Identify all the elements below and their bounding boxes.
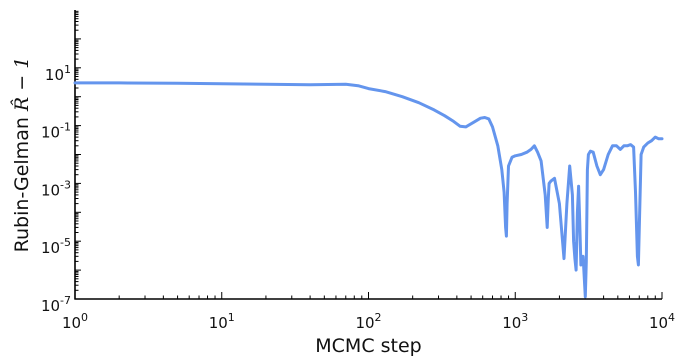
y-tick-label: 10-3 <box>41 178 71 199</box>
axes <box>74 10 663 300</box>
x-tick-label: 102 <box>355 311 381 332</box>
x-tick-label: 103 <box>502 311 528 332</box>
x-axis-title: MCMC step <box>315 335 421 357</box>
y-tick-label: 10-7 <box>41 294 71 315</box>
x-tick-label: 101 <box>209 311 235 332</box>
series-line-0 <box>73 81 664 299</box>
y-tick-label: 10-1 <box>41 121 71 142</box>
y-tick-label: 101 <box>45 63 71 84</box>
y-tick-label: 10-5 <box>41 236 71 257</box>
line-layer <box>73 81 664 299</box>
labels: 100 101 102 103 104 10-7 10-5 10-3 10-1 101 MCMC s… <box>11 57 676 357</box>
x-tick-label: 100 <box>62 311 88 332</box>
x-tick-label: 104 <box>649 311 675 332</box>
y-axis-title: Rubin-Gelman R̂ − 1 <box>11 57 33 253</box>
